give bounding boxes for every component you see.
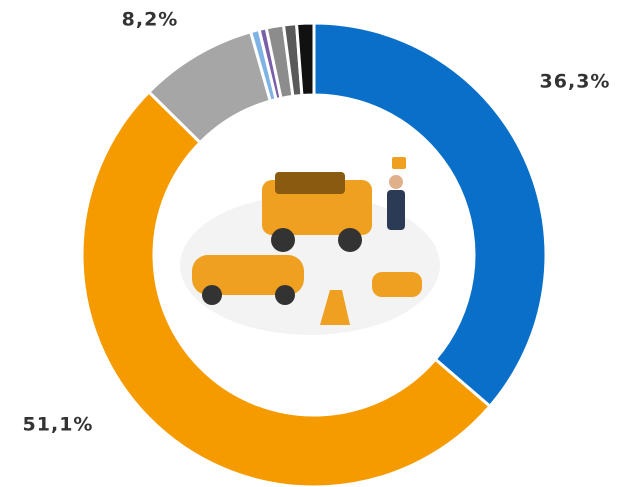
data-label: 8,2% — [122, 9, 179, 31]
donut-slice — [294, 21, 316, 98]
donut-slice — [312, 21, 548, 409]
donut-slice — [80, 89, 493, 487]
data-label: 51,1% — [23, 414, 94, 436]
data-label: 36,3% — [540, 71, 611, 93]
center-illustration — [180, 157, 440, 335]
